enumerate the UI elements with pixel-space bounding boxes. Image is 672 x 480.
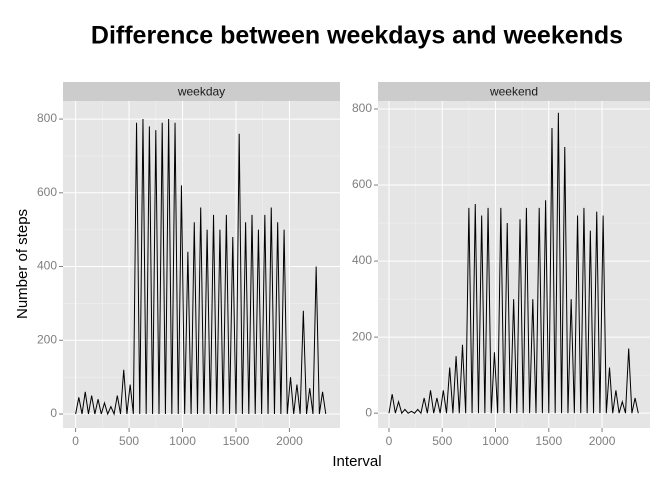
chart-title: Difference between weekdays and weekends (91, 22, 623, 50)
strip-label: weekend (489, 85, 538, 99)
strip-background (378, 82, 650, 101)
y-tick-label: 800 (352, 101, 372, 115)
y-tick-label: 600 (352, 177, 372, 191)
strip-background (63, 82, 340, 101)
x-tick-label: 1500 (223, 434, 250, 448)
panel-background (378, 101, 650, 428)
y-tick-label: 200 (37, 332, 57, 346)
y-tick-label: 600 (37, 185, 57, 199)
x-tick-label: 0 (72, 434, 79, 448)
y-tick-label: 400 (352, 253, 372, 267)
x-tick-label: 2000 (276, 434, 303, 448)
y-tick-label: 800 (37, 111, 57, 125)
x-tick-label: 500 (432, 434, 452, 448)
x-tick-label: 1000 (169, 434, 196, 448)
y-tick-label: 0 (50, 406, 57, 420)
x-tick-label: 0 (386, 434, 393, 448)
x-axis-label: Interval (332, 453, 381, 470)
x-tick-label: 500 (119, 434, 139, 448)
x-tick-label: 1000 (482, 434, 509, 448)
data-line (388, 112, 639, 415)
data-line (75, 119, 327, 416)
y-tick-label: 400 (37, 259, 57, 273)
y-axis-label: Number of steps (14, 209, 31, 319)
x-tick-label: 1500 (535, 434, 562, 448)
x-tick-label: 2000 (589, 434, 616, 448)
strip-label: weekday (177, 85, 225, 99)
y-tick-label: 0 (365, 405, 372, 419)
y-tick-label: 200 (352, 329, 372, 343)
